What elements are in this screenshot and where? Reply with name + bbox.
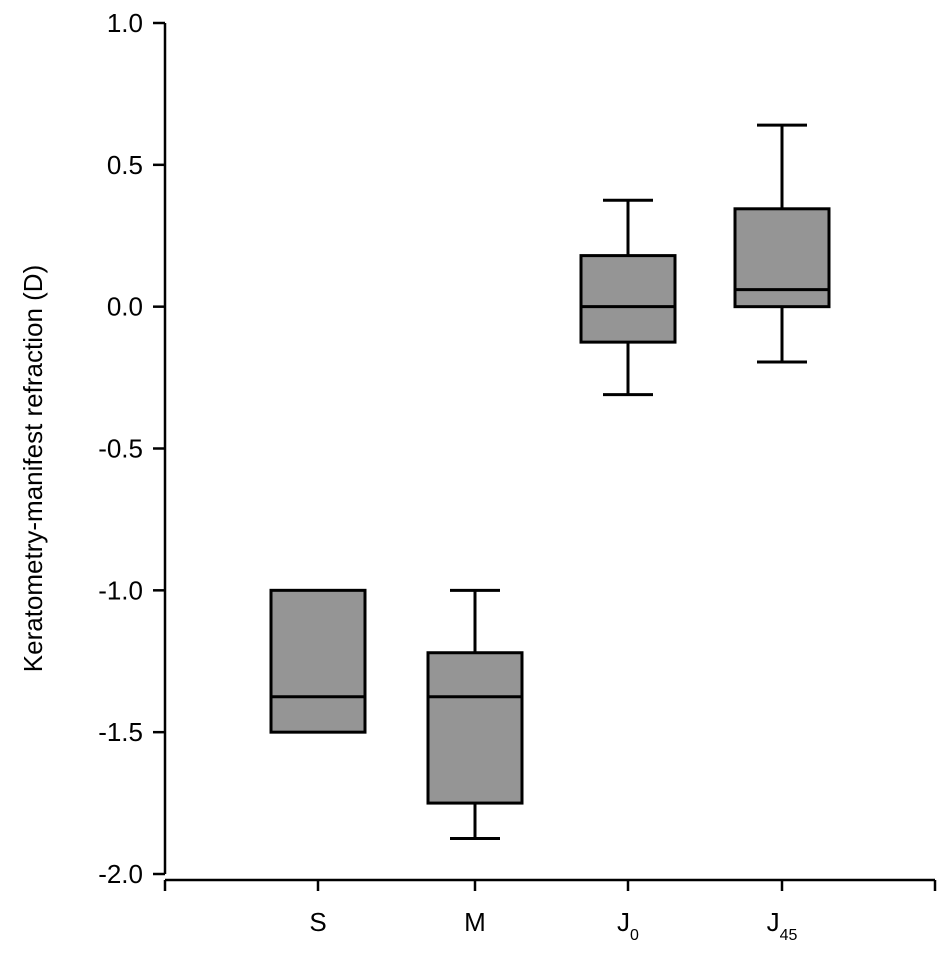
- y-tick-label: -1.5: [98, 717, 143, 747]
- y-axis-label: Keratometry-manifest refraction (D): [18, 265, 48, 672]
- box-iqr: [579, 254, 677, 344]
- box-iqr: [426, 651, 524, 805]
- y-tick-label: -2.0: [98, 859, 143, 889]
- y-tick-label: -1.0: [98, 575, 143, 605]
- box-3: [733, 123, 831, 364]
- y-tick-label: 0.0: [107, 292, 143, 322]
- y-tick-label: 1.0: [107, 8, 143, 38]
- x-category-label: J45: [767, 907, 798, 944]
- box-iqr: [269, 588, 367, 734]
- x-category-label: M: [464, 907, 486, 937]
- x-axis: S M J0 J45: [163, 878, 937, 944]
- y-tick-label: 0.5: [107, 150, 143, 180]
- box-0: [269, 588, 367, 734]
- box-iqr: [733, 207, 831, 309]
- x-category-label: J0: [617, 907, 639, 944]
- y-axis: 1.0 0.5 0.0 -0.5 -1.0 -1.5 -2.0: [98, 8, 167, 889]
- box-1: [426, 588, 524, 841]
- y-tick-label: -0.5: [98, 434, 143, 464]
- boxes: [269, 123, 831, 841]
- box-2: [579, 198, 677, 397]
- x-category-label: S: [309, 907, 326, 937]
